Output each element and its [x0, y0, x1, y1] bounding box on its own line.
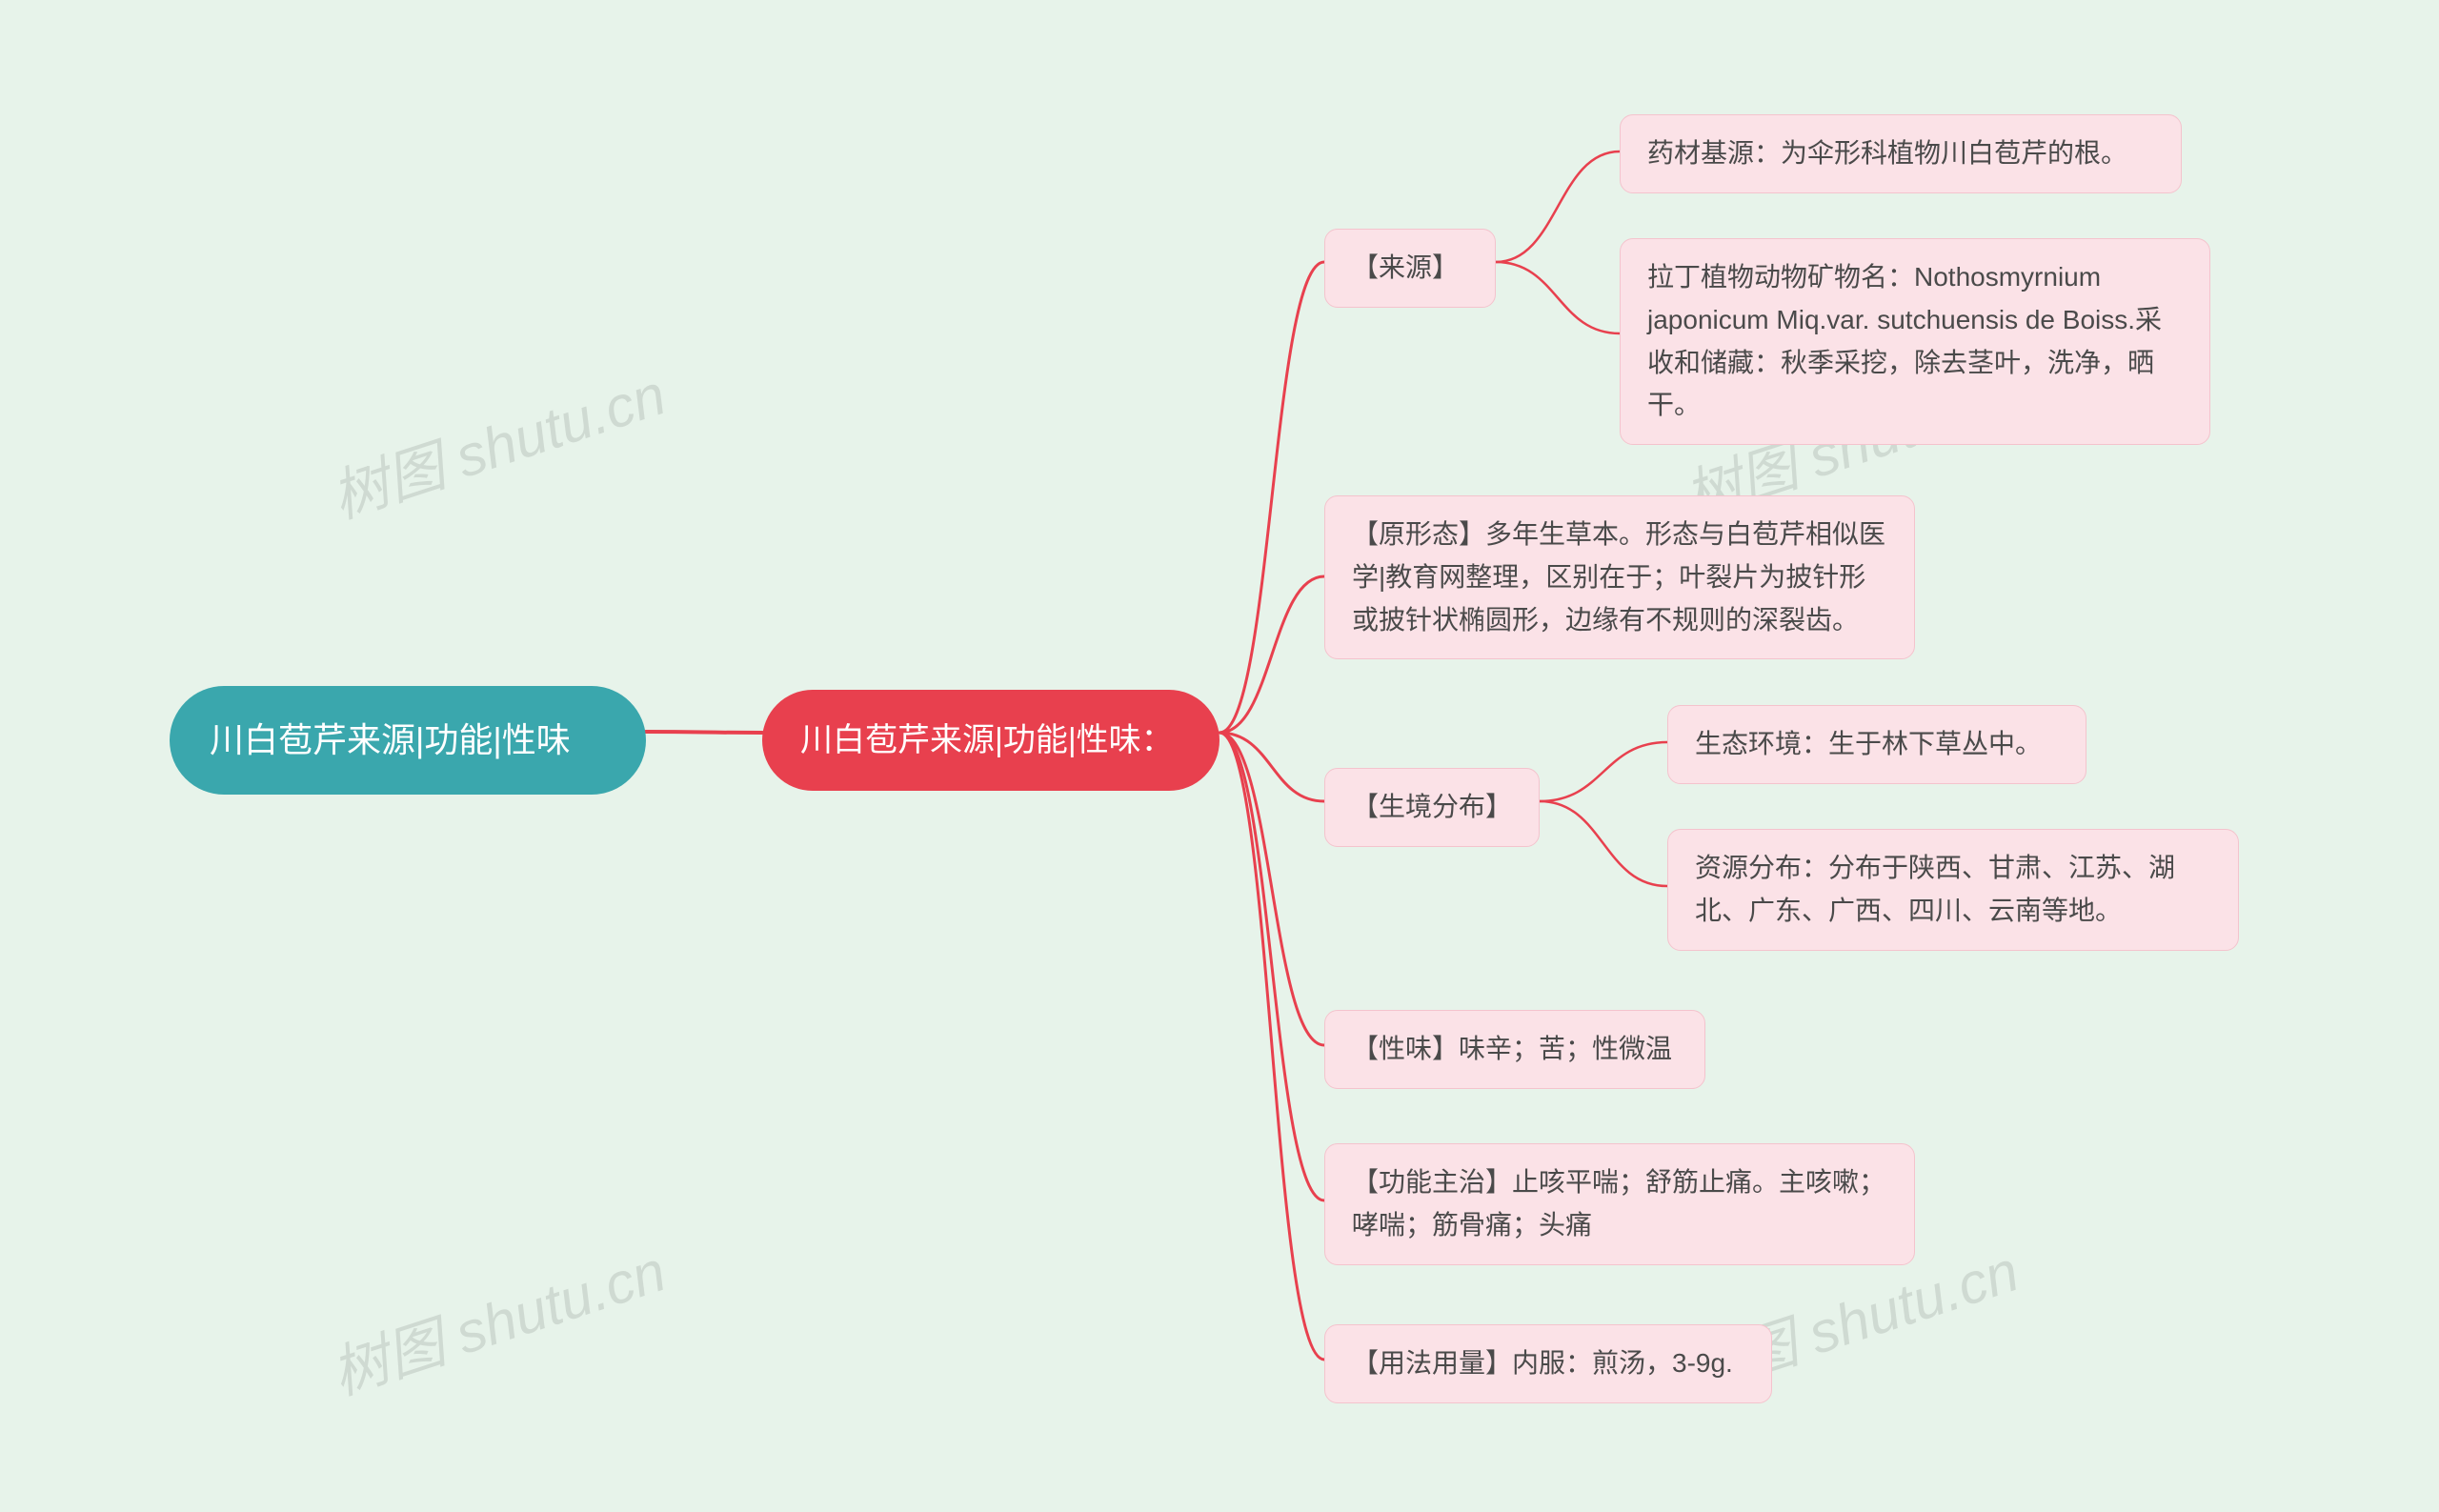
- leaf-habitat-0[interactable]: 生态环境：生于林下草丛中。: [1667, 705, 2086, 784]
- branch-dosage[interactable]: 【用法用量】内服：煎汤，3-9g.: [1324, 1324, 1772, 1403]
- branch-function[interactable]: 【功能主治】止咳平喘；舒筋止痛。主咳嗽；哮喘；筋骨痛；头痛: [1324, 1143, 1915, 1265]
- leaf-habitat-1[interactable]: 资源分布：分布于陕西、甘肃、江苏、湖北、广东、广西、四川、云南等地。: [1667, 829, 2239, 951]
- branch-taste[interactable]: 【性味】味辛；苦；性微温: [1324, 1010, 1705, 1089]
- watermark-1: 树图 shutu.cn: [319, 349, 675, 534]
- branch-source[interactable]: 【来源】: [1324, 229, 1496, 308]
- root-node[interactable]: 川白苞芹来源|功能|性味: [170, 686, 646, 795]
- center-node[interactable]: 川白苞芹来源|功能|性味：: [762, 690, 1220, 791]
- branch-habitat[interactable]: 【生境分布】: [1324, 768, 1540, 847]
- watermark-3: 树图 shutu.cn: [319, 1225, 675, 1411]
- leaf-source-0[interactable]: 药材基源：为伞形科植物川白苞芹的根。: [1620, 114, 2182, 193]
- branch-morphology[interactable]: 【原形态】多年生草本。形态与白苞芹相似医学|教育网整理，区别在于；叶裂片为披针形…: [1324, 495, 1915, 659]
- leaf-source-1[interactable]: 拉丁植物动物矿物名：Nothosmyrnium japonicum Miq.va…: [1620, 238, 2210, 445]
